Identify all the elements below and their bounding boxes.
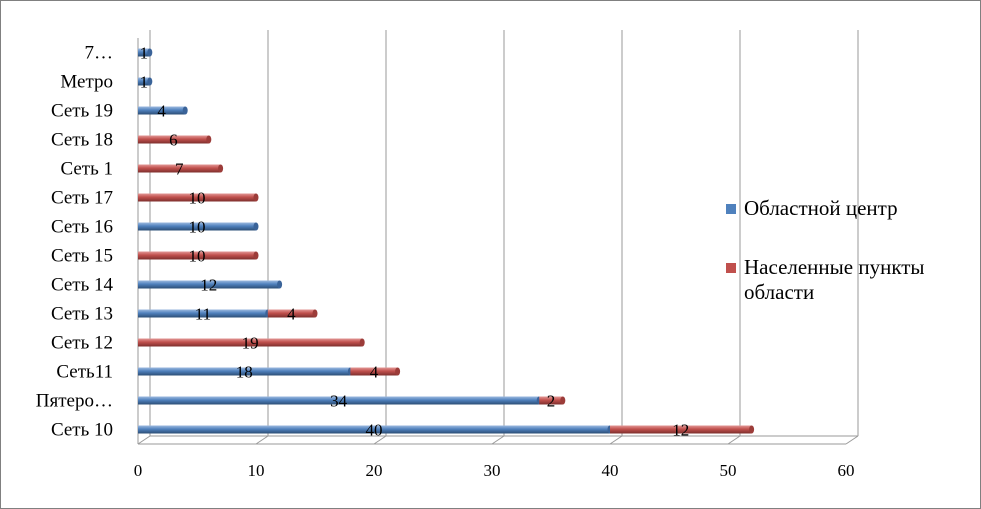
bar-end-cap bbox=[206, 135, 212, 144]
x-tick-label: 40 bbox=[602, 461, 619, 480]
floor-line bbox=[845, 435, 859, 445]
legend-swatch-red bbox=[726, 263, 736, 273]
x-tick-label: 60 bbox=[838, 461, 855, 480]
bar-segment bbox=[350, 367, 398, 376]
bar-segment bbox=[539, 396, 563, 405]
bar-end-cap bbox=[395, 367, 401, 376]
bar-segment bbox=[610, 425, 752, 434]
floor-line bbox=[609, 435, 623, 445]
data-label: 34 bbox=[330, 392, 348, 411]
data-label: 7 bbox=[175, 160, 184, 179]
legend-swatch-blue bbox=[726, 204, 736, 214]
legend: Областной центр Населенные пункты област… bbox=[724, 196, 974, 305]
data-label: 1 bbox=[140, 44, 149, 63]
bar-segment bbox=[138, 77, 150, 86]
data-label: 12 bbox=[672, 421, 689, 440]
data-label: 18 bbox=[236, 363, 253, 382]
bar-segment bbox=[138, 222, 256, 231]
legend-label: Областной центр bbox=[744, 196, 898, 220]
data-label: 4 bbox=[157, 102, 166, 121]
bar-end-cap bbox=[147, 48, 153, 57]
bar-segment bbox=[138, 367, 351, 376]
bar-end-cap bbox=[147, 77, 153, 86]
data-label: 40 bbox=[366, 421, 383, 440]
category-label: Сеть 19 bbox=[51, 101, 113, 122]
legend-item-settlements: Населенные пункты области bbox=[724, 255, 974, 305]
category-label: Сеть 14 bbox=[51, 275, 114, 296]
bar-segment bbox=[138, 135, 209, 144]
data-label: 19 bbox=[242, 334, 259, 353]
data-label: 2 bbox=[547, 392, 556, 411]
category-label: Метро bbox=[60, 72, 113, 93]
data-label: 10 bbox=[189, 189, 206, 208]
floor-line bbox=[491, 435, 505, 445]
bar-segment bbox=[138, 396, 540, 405]
category-label: Сеть 16 bbox=[51, 217, 113, 238]
bar-end-cap bbox=[359, 338, 365, 347]
x-tick-label: 10 bbox=[248, 461, 265, 480]
category-label: Сеть11 bbox=[56, 362, 113, 383]
legend-label: Населенные пункты области bbox=[744, 255, 925, 304]
bar-end-cap bbox=[277, 280, 283, 289]
data-label: 4 bbox=[370, 363, 379, 382]
category-label: Сеть 15 bbox=[51, 246, 113, 267]
data-label: 10 bbox=[189, 247, 206, 266]
bar-segment bbox=[138, 309, 268, 318]
bar-segment bbox=[138, 164, 221, 173]
data-label: 4 bbox=[287, 305, 296, 324]
category-label: 7… bbox=[85, 43, 114, 64]
bar-end-cap bbox=[749, 425, 755, 434]
x-tick-label: 50 bbox=[720, 461, 737, 480]
category-label: Сеть 10 bbox=[51, 420, 113, 441]
bar-end-cap bbox=[253, 222, 259, 231]
category-label: Сеть 12 bbox=[51, 333, 113, 354]
data-label: 1 bbox=[140, 73, 149, 92]
bar-segment bbox=[138, 338, 363, 347]
floor-line bbox=[255, 435, 269, 445]
bar-end-cap bbox=[253, 251, 259, 260]
bar-segment bbox=[138, 193, 256, 202]
bar-segment bbox=[138, 280, 280, 289]
bar-end-cap bbox=[182, 106, 188, 115]
category-label: Пятеро… bbox=[36, 391, 113, 412]
category-label: Сеть 18 bbox=[51, 130, 113, 151]
data-label: 12 bbox=[200, 276, 217, 295]
bar-segment bbox=[138, 251, 256, 260]
bar-segment bbox=[138, 425, 610, 434]
x-tick-label: 0 bbox=[134, 461, 143, 480]
data-label: 6 bbox=[169, 131, 178, 150]
category-label: Сеть 17 bbox=[51, 188, 113, 209]
data-label: 10 bbox=[189, 218, 206, 237]
category-label: Сеть 13 bbox=[51, 304, 113, 325]
x-tick-label: 20 bbox=[366, 461, 383, 480]
bar-end-cap bbox=[218, 164, 224, 173]
bar-end-cap bbox=[253, 193, 259, 202]
bar-segment bbox=[138, 48, 150, 57]
category-label: Сеть 1 bbox=[60, 159, 113, 180]
floor-line bbox=[137, 435, 151, 445]
bar-segment bbox=[267, 309, 315, 318]
bar-segment bbox=[138, 106, 186, 115]
data-label: 11 bbox=[195, 305, 211, 324]
bar-end-cap bbox=[560, 396, 566, 405]
floor-line bbox=[373, 435, 387, 445]
bar-end-cap bbox=[312, 309, 318, 318]
legend-item-oblast-center: Областной центр bbox=[724, 196, 974, 221]
x-tick-label: 30 bbox=[484, 461, 501, 480]
floor-line bbox=[727, 435, 741, 445]
